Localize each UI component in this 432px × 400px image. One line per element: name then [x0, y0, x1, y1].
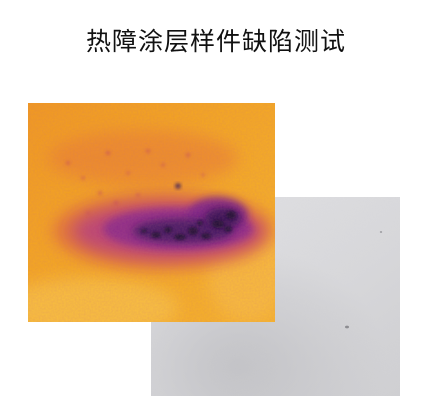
figure-title: 热障涂层样件缺陷测试	[85, 27, 346, 56]
thermal-image	[28, 103, 275, 322]
